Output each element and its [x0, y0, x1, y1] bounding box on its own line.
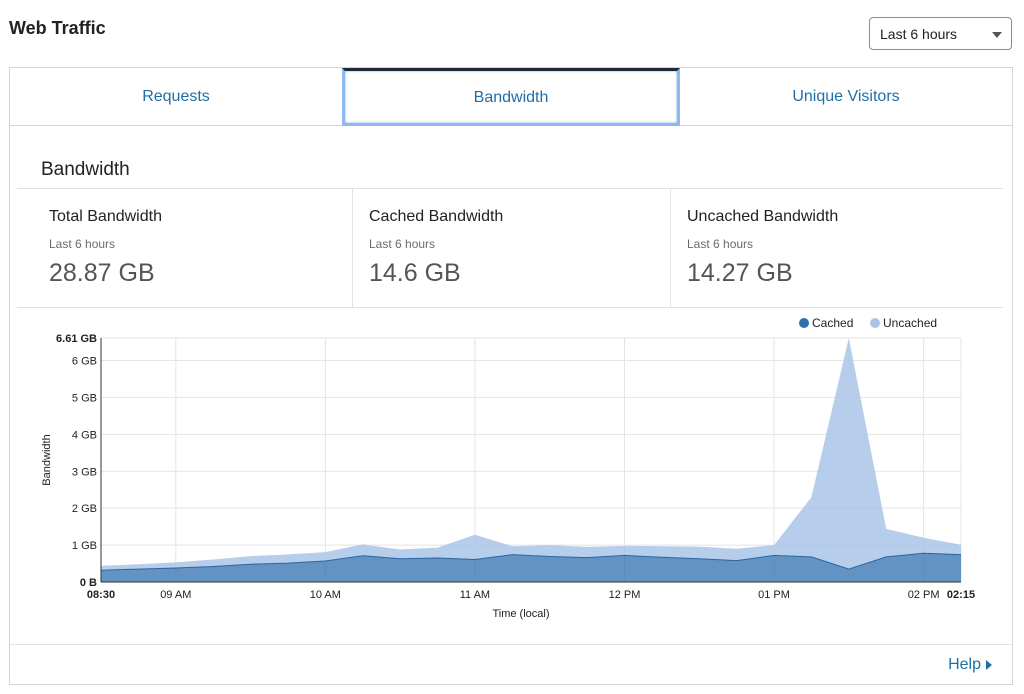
stat-value: 14.6 GB: [369, 259, 461, 287]
stat-label: Uncached Bandwidth: [687, 208, 839, 225]
y-tick-label: 6.61 GB: [56, 333, 97, 345]
stat-value: 28.87 GB: [49, 259, 155, 287]
time-range-value: Last 6 hours: [880, 25, 958, 42]
legend-label: Cached: [812, 316, 853, 330]
x-axis-title: Time (local): [492, 608, 549, 620]
x-tick-label: 08:30: [87, 589, 115, 601]
legend-label: Uncached: [883, 316, 937, 330]
legend-swatch: [870, 318, 880, 328]
y-axis-title: Bandwidth: [41, 434, 53, 485]
y-tick-label: 3 GB: [72, 466, 97, 478]
x-tick-label: 01 PM: [758, 589, 790, 601]
legend-swatch: [799, 318, 809, 328]
tab-bar: Requests Bandwidth Unique Visitors: [10, 68, 1012, 126]
y-tick-label: 2 GB: [72, 503, 97, 515]
stat-cached-bandwidth: Cached Bandwidth Last 6 hours 14.6 GB: [352, 189, 670, 307]
page-title: Web Traffic: [9, 18, 106, 38]
x-tick-label: 09 AM: [160, 589, 191, 601]
chevron-down-icon: [992, 32, 1002, 38]
help-link[interactable]: Help: [948, 656, 992, 674]
stat-uncached-bandwidth: Uncached Bandwidth Last 6 hours 14.27 GB: [670, 189, 1003, 307]
stat-period: Last 6 hours: [687, 237, 754, 251]
y-tick-label: 6 GB: [72, 356, 97, 368]
stat-label: Cached Bandwidth: [369, 208, 504, 225]
tab-unique-visitors[interactable]: Unique Visitors: [792, 87, 900, 105]
y-tick-label: 4 GB: [72, 429, 97, 441]
divider: [17, 307, 1003, 308]
x-tick-label: 11 AM: [460, 589, 490, 601]
y-tick-label: 0 B: [80, 577, 97, 589]
x-tick-label: 12 PM: [609, 589, 641, 601]
stat-label: Total Bandwidth: [49, 208, 162, 225]
section-title: Bandwidth: [41, 159, 130, 180]
time-range-select[interactable]: Last 6 hours: [869, 17, 1012, 50]
cached-area: [101, 553, 961, 582]
cached-line: [100, 552, 962, 571]
help-label: Help: [948, 656, 981, 673]
tab-requests[interactable]: Requests: [142, 87, 210, 105]
caret-right-icon: [986, 660, 992, 670]
x-tick-label: 02 PM: [908, 589, 940, 601]
y-tick-label: 1 GB: [72, 540, 97, 552]
stat-period: Last 6 hours: [369, 237, 436, 251]
y-tick-label: 5 GB: [72, 392, 97, 404]
stat-period: Last 6 hours: [49, 237, 116, 251]
stat-total-bandwidth: Total Bandwidth Last 6 hours 28.87 GB: [17, 189, 352, 307]
x-tick-label: 02:15: [947, 589, 975, 601]
tab-bandwidth[interactable]: Bandwidth: [342, 68, 680, 126]
x-tick-label: 10 AM: [310, 589, 341, 601]
traffic-card: Requests Bandwidth Unique Visitors Bandw…: [9, 67, 1013, 685]
divider: [10, 644, 1012, 645]
stat-value: 14.27 GB: [687, 259, 793, 287]
bandwidth-chart: 0 B 1 GB 2 GB 3 GB 4 GB 5 GB 6 GB 6.61 GB 08:30 0…: [41, 316, 975, 620]
divider: [17, 188, 1003, 189]
uncached-area: [101, 338, 961, 571]
